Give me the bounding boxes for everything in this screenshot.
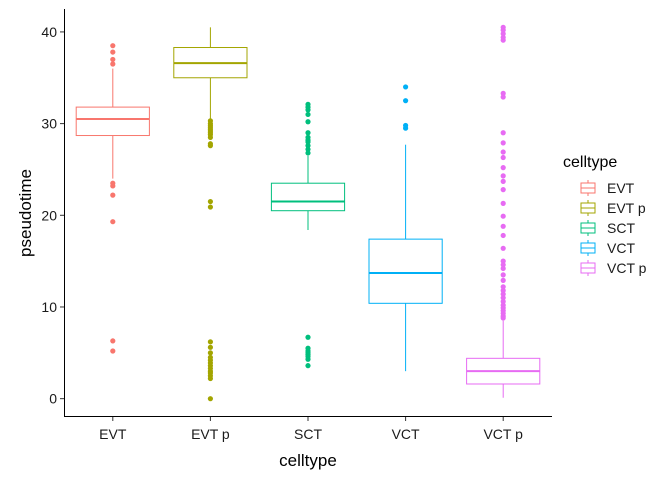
outlier-point [500, 178, 506, 184]
legend-item: EVT p [580, 200, 646, 216]
outlier-point [500, 200, 506, 206]
y-axis-title: pseudotime [16, 169, 35, 257]
outlier-point [500, 149, 506, 155]
outlier-point [500, 287, 506, 294]
x-tick-label: EVT [99, 426, 127, 442]
legend-item: VCT [580, 240, 635, 256]
outlier-point [305, 356, 311, 362]
legend-label: VCT [607, 240, 635, 256]
y-tick-label: 10 [41, 299, 57, 315]
outlier-point [500, 130, 506, 136]
outlier-point [305, 130, 311, 136]
outlier-point [500, 265, 506, 272]
box-group [75, 43, 150, 354]
x-axis-title: celltype [279, 451, 337, 470]
outlier-point [403, 125, 409, 131]
y-tick-label: 30 [41, 116, 57, 132]
x-tick-label: SCT [294, 426, 322, 442]
outlier-point [207, 344, 213, 350]
outlier-point [110, 61, 116, 67]
outlier-point [500, 298, 506, 305]
x-tick-label: VCT p [483, 426, 523, 442]
x-tick-label: VCT [392, 426, 420, 442]
outlier-point [500, 94, 506, 100]
outlier-point [500, 213, 506, 219]
outlier-point [500, 27, 506, 33]
y-tick-label: 40 [41, 24, 57, 40]
outlier-point [305, 363, 311, 369]
outlier-point [500, 140, 506, 146]
outlier-point [110, 192, 116, 198]
box-group [173, 27, 248, 402]
outlier-point [500, 295, 506, 301]
outlier-point [305, 119, 311, 125]
outlier-point [500, 284, 506, 290]
outlier-point [500, 31, 506, 37]
outlier-point [110, 338, 116, 344]
outlier-point [500, 291, 506, 297]
legend-label: SCT [607, 220, 635, 236]
outlier-point [500, 277, 506, 283]
outlier-point [207, 375, 213, 382]
outlier-point [500, 272, 506, 278]
outlier-point [207, 143, 213, 149]
box-group [270, 101, 346, 369]
outlier-point [500, 262, 506, 268]
legend-label: VCT p [607, 260, 647, 276]
outlier-point [305, 146, 311, 152]
plot-area [75, 24, 541, 402]
outlier-point [110, 56, 116, 63]
box-iqr [75, 106, 150, 137]
outlier-point [110, 219, 116, 225]
outlier-point [500, 258, 506, 264]
outlier-point [110, 43, 116, 49]
box-iqr [270, 182, 346, 212]
legend-label: EVT p [607, 200, 646, 216]
outlier-point [305, 111, 311, 118]
outlier-point [500, 90, 506, 96]
legend-item: EVT [580, 180, 635, 196]
y-tick-label: 0 [49, 391, 57, 407]
y-tick-label: 20 [41, 207, 57, 223]
x-tick-label: EVT p [191, 426, 230, 442]
box-iqr [368, 238, 443, 304]
x-axis-ticks: EVT EVT p SCT VCT VCT p [99, 417, 523, 442]
outlier-point [500, 154, 506, 161]
outlier-point [305, 143, 311, 149]
outlier-point [305, 150, 311, 156]
outlier-point [110, 183, 116, 189]
outlier-point [500, 232, 506, 239]
outlier-point [305, 139, 311, 145]
legend-item: SCT [580, 220, 635, 236]
outlier-point [500, 173, 506, 179]
outlier-point [110, 348, 116, 354]
outlier-point [500, 315, 506, 321]
outlier-point [403, 84, 409, 90]
outlier-point [207, 134, 213, 140]
outlier-point [500, 37, 506, 43]
legend-item: VCT p [580, 260, 647, 276]
outlier-point [500, 187, 506, 193]
outlier-point [110, 49, 116, 55]
legend: celltype EVT EVT p SCT VCT VCT p [563, 154, 647, 276]
outlier-point [207, 204, 213, 210]
outlier-point [305, 334, 311, 340]
legend-title: celltype [563, 154, 617, 171]
outlier-point [207, 350, 213, 356]
outlier-point [305, 107, 311, 113]
y-axis-ticks: 0 10 20 30 40 [41, 24, 64, 407]
box-group [466, 24, 541, 398]
outlier-point [207, 198, 213, 205]
outlier-point [500, 245, 506, 251]
outlier-point [207, 396, 213, 402]
outlier-point [207, 339, 213, 345]
outlier-point [500, 165, 506, 171]
outlier-point [403, 98, 409, 104]
outlier-point [500, 223, 506, 229]
box-group [368, 84, 443, 372]
legend-label: EVT [607, 180, 635, 196]
